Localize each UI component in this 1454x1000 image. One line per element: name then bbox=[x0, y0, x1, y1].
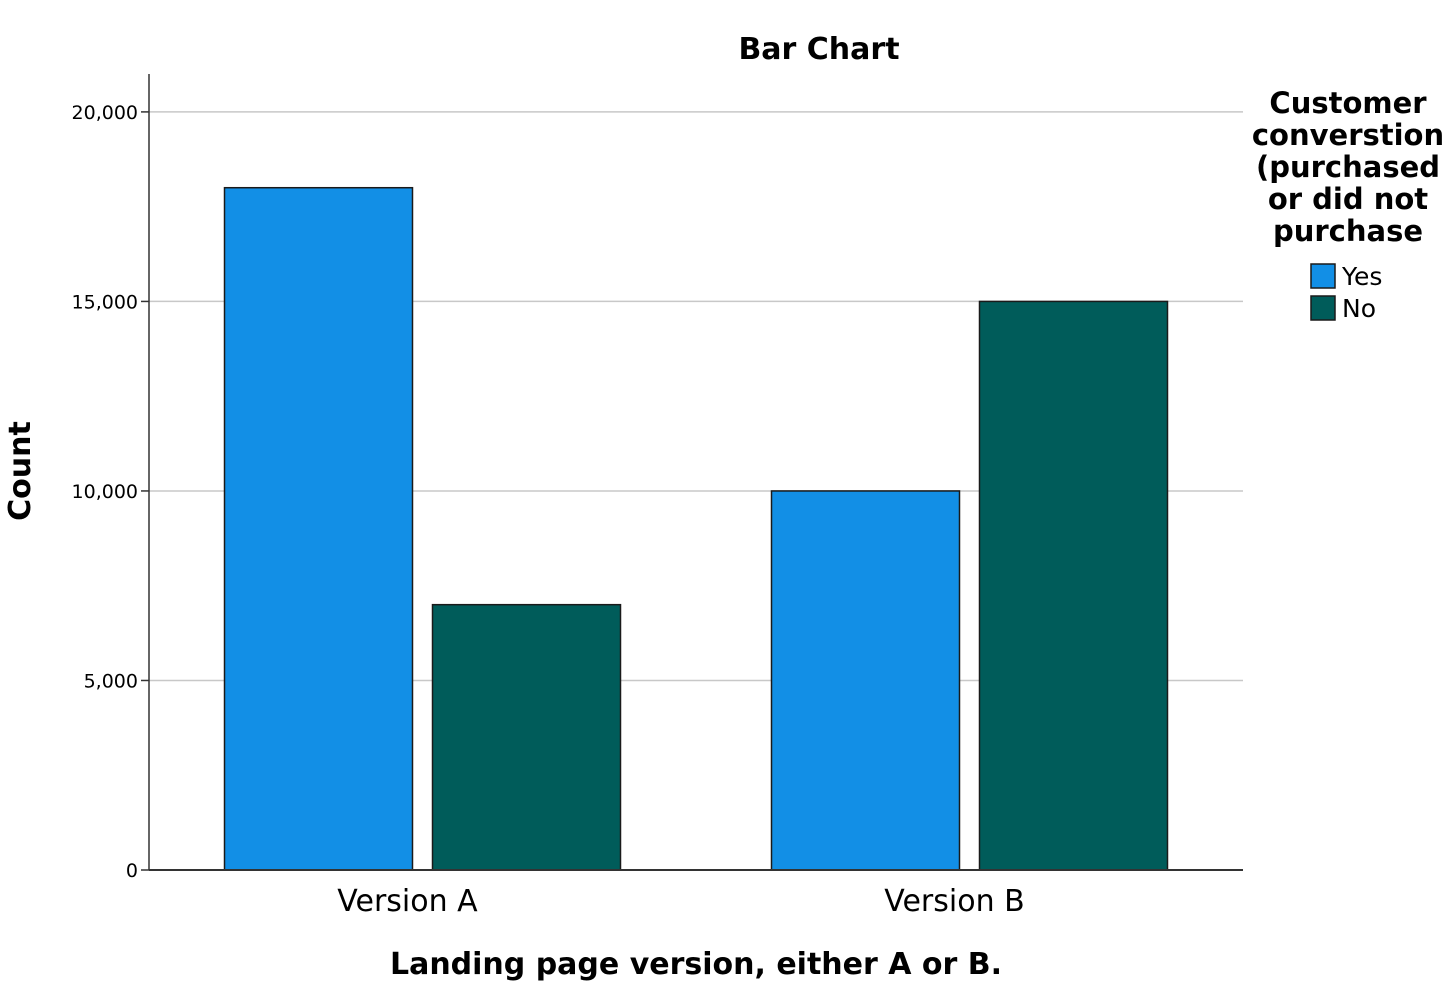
bars bbox=[223, 186, 1169, 871]
legend-title-line: Customer bbox=[1269, 86, 1427, 120]
legend-items: Yes No bbox=[1310, 262, 1382, 323]
legend-label-no: No bbox=[1342, 294, 1376, 323]
axes bbox=[141, 74, 1243, 871]
y-tick-labels: 0 5,000 10,000 15,000 20,000 bbox=[72, 102, 138, 882]
x-tick-label: Version B bbox=[884, 884, 1024, 919]
x-axis-title: Landing page version, either A or B. bbox=[390, 947, 1002, 982]
legend-swatch-yes bbox=[1310, 263, 1336, 289]
bar-no-version-a bbox=[431, 603, 622, 871]
chart-title: Bar Chart bbox=[738, 32, 899, 67]
y-tick-label: 5,000 bbox=[84, 670, 138, 692]
y-tick-label: 15,000 bbox=[72, 291, 138, 313]
y-tick-label: 20,000 bbox=[72, 102, 138, 124]
bar-yes-version-b bbox=[770, 490, 961, 871]
legend-label-yes: Yes bbox=[1341, 262, 1382, 291]
bar-no-version-b bbox=[978, 300, 1169, 871]
legend-swatch-no bbox=[1310, 295, 1336, 321]
x-tick-label: Version A bbox=[337, 884, 478, 919]
x-tick-labels: Version A Version B bbox=[337, 884, 1024, 919]
legend-title-line: (purchased bbox=[1256, 150, 1440, 184]
y-tick-label: 10,000 bbox=[72, 481, 138, 503]
legend-title-line: or did not bbox=[1268, 182, 1428, 216]
legend-title-line: purchase bbox=[1273, 214, 1423, 248]
y-tick-label: 0 bbox=[126, 860, 138, 882]
legend-title-line: converstion bbox=[1252, 118, 1444, 152]
bar-yes-version-a bbox=[223, 186, 414, 871]
y-axis-title: Count bbox=[3, 421, 38, 521]
